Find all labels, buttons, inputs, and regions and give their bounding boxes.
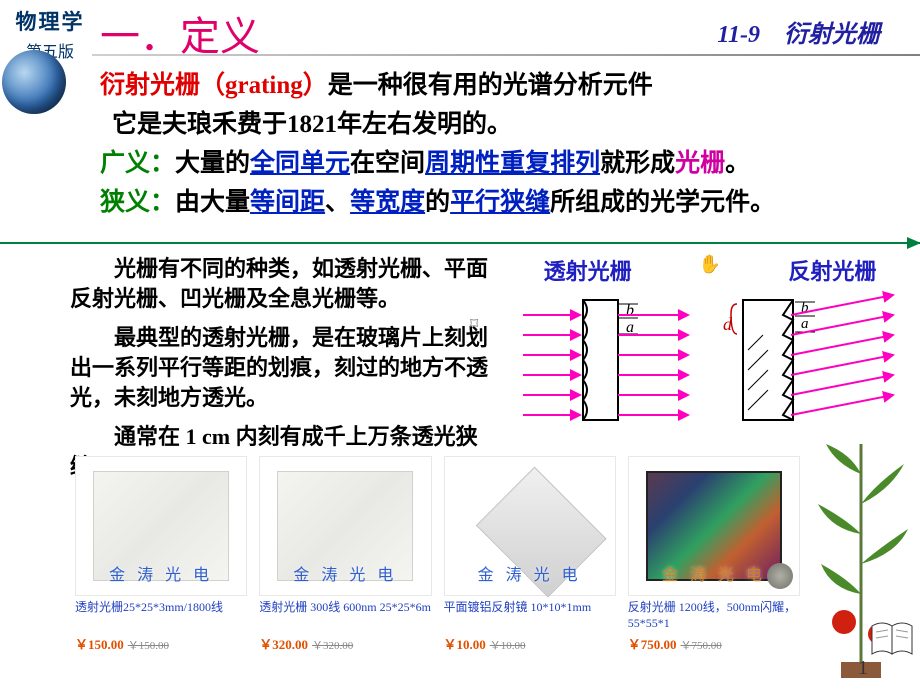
history-line: 它是夫琅禾费于1821年左右发明的。: [100, 107, 910, 142]
broad-line: 广义：大量的全同单元在空间周期性重复排列就形成光栅。: [100, 146, 910, 181]
globe-icon: [2, 50, 66, 114]
product-label: 透射光栅25*25*3mm/1800线: [75, 600, 247, 630]
product-card[interactable]: 金 涛 光 电 透射光栅 300线 600nm 25*25*6m ￥320.00…: [259, 456, 431, 653]
diagram-row: b a d: [510, 290, 910, 430]
hand-cursor-icon: ✋: [699, 254, 721, 286]
product-label: 透射光栅 300线 600nm 25*25*6m: [259, 600, 431, 630]
chapter-label: 11-9 衍射光栅: [717, 14, 880, 49]
divider-arrow-icon: [907, 237, 920, 249]
click-marker-icon: ⌑: [470, 314, 478, 334]
diagram-title-left: 透射光栅: [544, 254, 632, 286]
product-price-row: ￥10.00￥10.00: [444, 634, 616, 653]
product-label: 反射光栅 1200线，500nm闪耀，55*55*1: [628, 600, 800, 630]
label-a: a: [626, 319, 634, 336]
header-rule: [92, 54, 920, 56]
reflection-grating-icon: d b a: [713, 290, 903, 430]
book-icon: [870, 620, 914, 656]
product-price-row: ￥150.00￥150.00: [75, 634, 247, 653]
diagram-titles: 透射光栅 ✋ 反射光栅: [510, 254, 910, 286]
product-card[interactable]: 金 涛 光 电 平面镀铝反射镜 10*10*1mm ￥10.00￥10.00: [444, 456, 616, 653]
term-red: 衍射光栅（grating）: [100, 72, 328, 99]
term-desc: 是一种很有用的光谱分析元件: [328, 72, 653, 99]
diagram-title-right: 反射光栅: [788, 254, 876, 286]
subject-label: 物理学: [0, 6, 100, 36]
coin-icon: [767, 563, 793, 589]
mid-p1: 光栅有不同的种类，如透射光栅、平面反射光栅、凹光栅及全息光栅等。: [70, 254, 500, 313]
product-price-row: ￥750.00￥750.00: [628, 634, 800, 653]
divider-rule: [0, 242, 920, 244]
definition-block: 衍射光栅（grating）是一种很有用的光谱分析元件 它是夫琅禾费于1821年左…: [100, 68, 910, 224]
narrow-line: 狭义：由大量等间距、等宽度的平行狭缝所组成的光学元件。: [100, 185, 910, 220]
product-image: 金 涛 光 电: [628, 456, 800, 596]
product-row: 金 涛 光 电 透射光栅25*25*3mm/1800线 ￥150.00￥150.…: [75, 456, 800, 653]
product-image: 金 涛 光 电: [444, 456, 616, 596]
product-price-row: ￥320.00￥320.00: [259, 634, 431, 653]
diagram-area: 透射光栅 ✋ 反射光栅 b a: [510, 254, 910, 430]
product-label: 平面镀铝反射镜 10*10*1mm: [444, 600, 616, 630]
header-left: 物理学 第五版: [0, 0, 100, 62]
label-b: b: [626, 302, 634, 319]
mid-p2: 最典型的透射光栅，是在玻璃片上刻划出一系列平行等距的划痕，刻过的地方不透光，未刻…: [70, 323, 500, 412]
product-card[interactable]: 金 涛 光 电 透射光栅25*25*3mm/1800线 ￥150.00￥150.…: [75, 456, 247, 653]
product-card[interactable]: 金 涛 光 电 反射光栅 1200线，500nm闪耀，55*55*1 ￥750.…: [628, 456, 800, 653]
slide-header: 物理学 第五版 一．定义 11-9 衍射光栅: [0, 0, 920, 56]
transmission-grating-icon: b a: [518, 290, 698, 430]
product-image: 金 涛 光 电: [259, 456, 431, 596]
definition-line: 衍射光栅（grating）是一种很有用的光谱分析元件: [100, 68, 910, 103]
svg-text:a: a: [801, 316, 809, 332]
product-image: 金 涛 光 电: [75, 456, 247, 596]
page-number: 1: [858, 657, 868, 680]
